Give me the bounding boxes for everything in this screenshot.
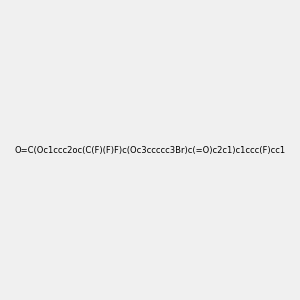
Text: O=C(Oc1ccc2oc(C(F)(F)F)c(Oc3ccccc3Br)c(=O)c2c1)c1ccc(F)cc1: O=C(Oc1ccc2oc(C(F)(F)F)c(Oc3ccccc3Br)c(=… — [14, 146, 286, 154]
